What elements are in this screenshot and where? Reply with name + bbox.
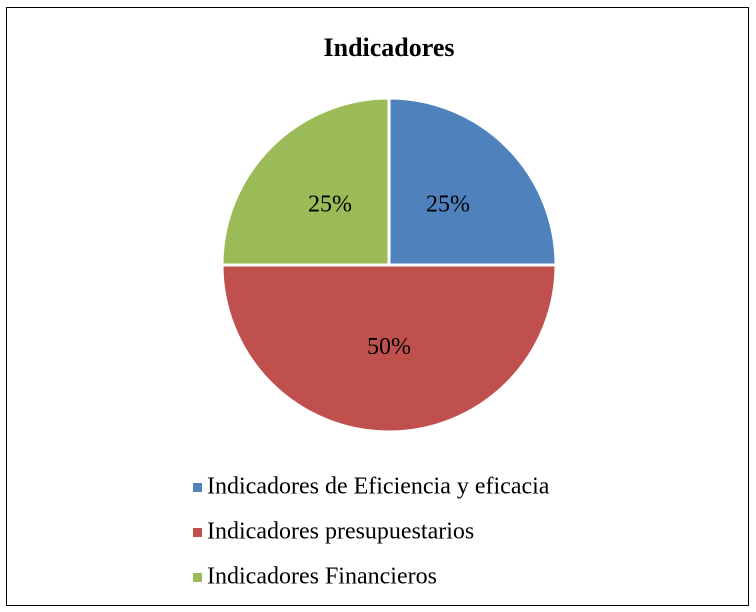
- legend-swatch: [193, 573, 202, 582]
- legend-label: Indicadores presupuestarios: [207, 519, 474, 545]
- legend-swatch: [193, 528, 202, 537]
- pie-slice: [220, 263, 558, 434]
- pie-slice: [220, 96, 391, 267]
- data-label: 50%: [367, 334, 411, 360]
- legend-swatch: [193, 483, 202, 492]
- chart-title: Indicadores: [324, 33, 455, 62]
- legend-label: Indicadores de Eficiencia y eficacia: [207, 474, 550, 500]
- legend-label: Indicadores Financieros: [207, 564, 437, 590]
- data-label: 25%: [426, 191, 470, 217]
- data-label: 25%: [308, 191, 352, 217]
- pie-slice: [387, 96, 558, 267]
